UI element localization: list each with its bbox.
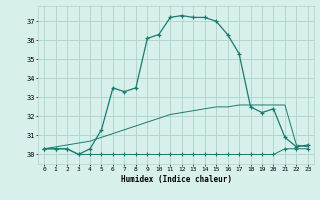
X-axis label: Humidex (Indice chaleur): Humidex (Indice chaleur) (121, 175, 231, 184)
